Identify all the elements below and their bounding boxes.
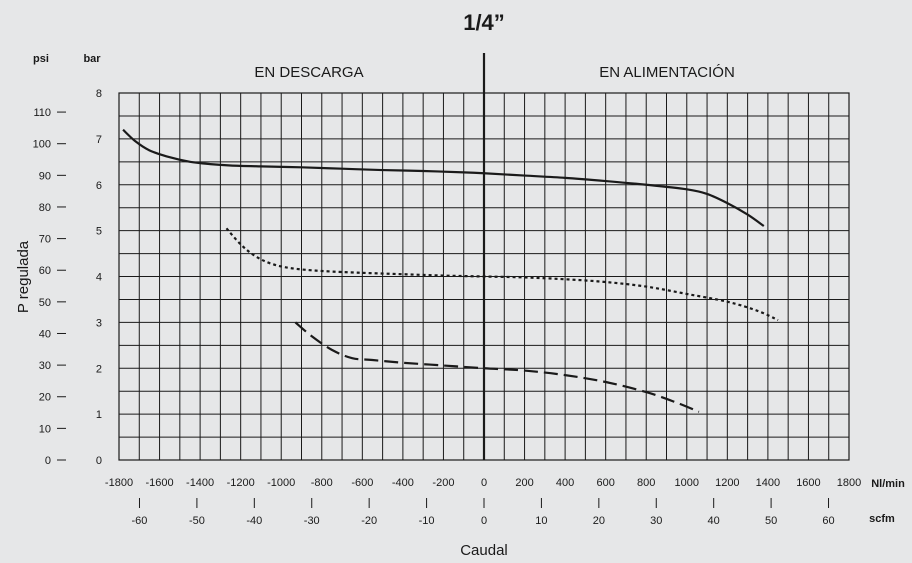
- nlmin-tick-label: -400: [392, 477, 414, 489]
- bar-tick-label: 8: [96, 88, 102, 100]
- bar-tick-label: 4: [96, 272, 102, 284]
- nlmin-tick-label: -600: [351, 477, 373, 489]
- nlmin-tick-label: 0: [481, 477, 487, 489]
- nlmin-tick-label: 1000: [675, 477, 699, 489]
- series-line-dashed: [294, 321, 700, 413]
- bar-tick-label: 1: [96, 409, 102, 421]
- psi-tick-label: 70: [39, 234, 51, 246]
- nlmin-tick-label: 1600: [796, 477, 820, 489]
- nlmin-tick-label: -1000: [267, 477, 295, 489]
- scfm-tick-label: 20: [593, 515, 605, 527]
- region-label-discharge: EN DESCARGA: [254, 64, 363, 81]
- axis-ticks: 0123456780102030405060708090100110-1800-…: [33, 88, 862, 527]
- scfm-tick-label: 30: [650, 515, 662, 527]
- scfm-tick-label: 60: [822, 515, 834, 527]
- nlmin-tick-label: 800: [637, 477, 655, 489]
- nlmin-tick-label: -200: [432, 477, 454, 489]
- psi-tick-label: 80: [39, 202, 51, 214]
- scfm-tick-label: -30: [304, 515, 320, 527]
- psi-tick-label: 10: [39, 423, 51, 435]
- nlmin-tick-label: -1800: [105, 477, 133, 489]
- bar-tick-label: 3: [96, 317, 102, 329]
- nlmin-tick-label: -1200: [227, 477, 255, 489]
- psi-tick-label: 110: [33, 107, 51, 119]
- scfm-tick-label: -20: [361, 515, 377, 527]
- x-axis-label: Caudal: [460, 542, 508, 559]
- nlmin-tick-label: 400: [556, 477, 574, 489]
- plot-grid: [118, 53, 850, 461]
- nlmin-tick-label: -800: [311, 477, 333, 489]
- y-axis-label: P regulada: [15, 240, 32, 313]
- scfm-tick-label: 50: [765, 515, 777, 527]
- nlmin-unit-label: Nl/min: [871, 478, 905, 490]
- psi-tick-label: 30: [39, 360, 51, 372]
- series-group: [122, 128, 779, 413]
- scfm-tick-label: -40: [246, 515, 262, 527]
- bar-tick-label: 0: [96, 455, 102, 467]
- chart-title: 1/4”: [463, 10, 505, 35]
- series-line-solid: [122, 128, 765, 227]
- nlmin-tick-label: 1400: [756, 477, 780, 489]
- nlmin-tick-label: -1400: [186, 477, 214, 489]
- nlmin-tick-label: 1200: [715, 477, 739, 489]
- bar-unit-label: bar: [83, 53, 101, 65]
- scfm-tick-label: -10: [419, 515, 435, 527]
- psi-tick-label: 40: [39, 328, 51, 340]
- psi-tick-label: 20: [39, 392, 51, 404]
- psi-tick-label: 60: [39, 265, 51, 277]
- nlmin-tick-label: 600: [596, 477, 614, 489]
- scfm-unit-label: scfm: [869, 513, 895, 525]
- psi-tick-label: 0: [45, 455, 51, 467]
- scfm-tick-label: -60: [132, 515, 148, 527]
- psi-tick-label: 50: [39, 297, 51, 309]
- scfm-tick-label: -50: [189, 515, 205, 527]
- series-line-dotted: [225, 227, 779, 322]
- psi-tick-label: 90: [39, 170, 51, 182]
- region-label-supply: EN ALIMENTACIÓN: [599, 64, 735, 81]
- psi-tick-label: 100: [33, 139, 51, 151]
- scfm-tick-label: 40: [708, 515, 720, 527]
- psi-unit-label: psi: [33, 53, 49, 65]
- scfm-tick-label: 10: [535, 515, 547, 527]
- bar-tick-label: 6: [96, 180, 102, 192]
- bar-tick-label: 5: [96, 226, 102, 238]
- nlmin-tick-label: -1600: [145, 477, 173, 489]
- nlmin-tick-label: 200: [515, 477, 533, 489]
- nlmin-tick-label: 1800: [837, 477, 861, 489]
- bar-tick-label: 7: [96, 134, 102, 146]
- scfm-tick-label: 0: [481, 515, 487, 527]
- bar-tick-label: 2: [96, 363, 102, 375]
